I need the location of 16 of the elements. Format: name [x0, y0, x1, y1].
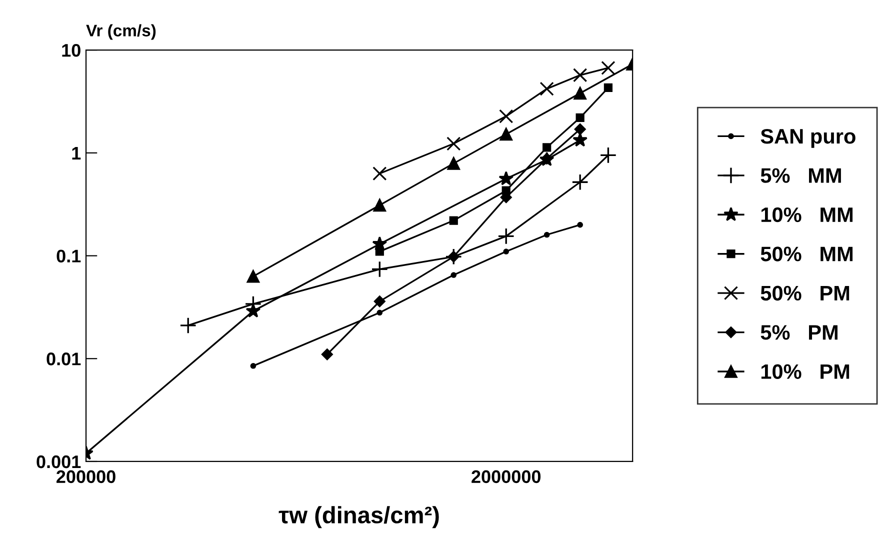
- legend-label: 50% MM: [760, 246, 853, 262]
- x-axis-title: τw (dinas/cm²): [278, 506, 439, 528]
- legend-label: 10% PM: [761, 364, 850, 379]
- y-tick-label: 0.01: [46, 352, 81, 366]
- legend-label: 5% PM: [760, 325, 838, 340]
- y-tick-label: 0.1: [56, 250, 81, 262]
- legend-label: 10% MM: [761, 207, 853, 222]
- legend-label: 50% PM: [760, 286, 850, 301]
- y-tick-label: 1: [72, 147, 81, 160]
- legend-label: 5% MM: [760, 168, 841, 183]
- x-tick-label: 200000: [56, 470, 116, 484]
- x-tick-label: 2000000: [472, 470, 541, 484]
- legend-label: SAN puro: [760, 128, 856, 148]
- y-tick-label: 10: [62, 44, 80, 57]
- y-axis-title: Vr (cm/s): [86, 24, 156, 40]
- y-tick-label: 0.001: [36, 455, 81, 468]
